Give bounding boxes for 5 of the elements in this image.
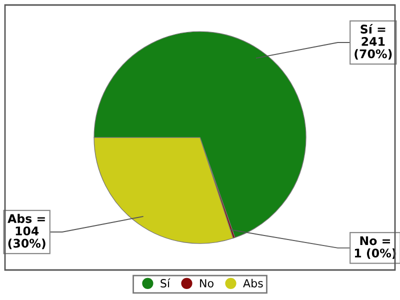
legend-label: Sí bbox=[160, 278, 170, 288]
data-label: Abs = 104 (30%) bbox=[8, 214, 46, 250]
legend-label: Abs bbox=[243, 278, 263, 288]
data-label: Sí = 241 (70%) bbox=[354, 24, 392, 60]
legend-label: No bbox=[200, 279, 214, 288]
